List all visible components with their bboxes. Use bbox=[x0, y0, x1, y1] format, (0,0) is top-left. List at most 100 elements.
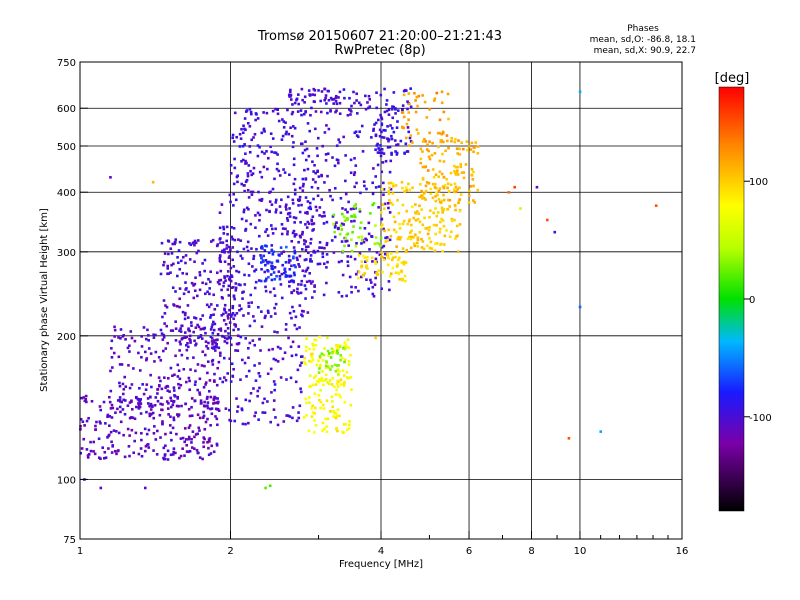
scatter-point bbox=[247, 262, 251, 266]
scatter-point bbox=[194, 380, 197, 384]
scatter-point bbox=[177, 404, 180, 408]
scatter-point bbox=[294, 353, 298, 357]
scatter-point bbox=[252, 254, 256, 258]
scatter-point bbox=[212, 339, 216, 342]
scatter-point bbox=[396, 109, 400, 112]
scatter-point bbox=[223, 248, 226, 251]
scatter-point bbox=[234, 282, 238, 285]
scatter-point bbox=[406, 237, 410, 240]
scatter-point bbox=[341, 212, 344, 216]
scatter-point bbox=[318, 246, 321, 249]
scatter-point bbox=[83, 424, 86, 427]
scatter-point bbox=[245, 219, 248, 223]
scatter-point bbox=[343, 347, 347, 351]
scatter-point bbox=[303, 242, 306, 246]
scatter-point bbox=[280, 296, 284, 300]
scatter-point bbox=[284, 260, 288, 264]
scatter-point bbox=[378, 128, 382, 132]
scatter-point bbox=[158, 384, 161, 388]
scatter-point bbox=[368, 97, 372, 101]
scatter-point bbox=[135, 396, 138, 400]
scatter-point bbox=[308, 359, 311, 363]
scatter-point bbox=[80, 396, 84, 400]
scatter-point bbox=[389, 201, 393, 205]
scatter-point bbox=[183, 336, 186, 340]
scatter-point bbox=[305, 268, 309, 272]
scatter-point bbox=[133, 417, 137, 421]
scatter-point bbox=[407, 182, 410, 186]
scatter-point bbox=[310, 360, 313, 364]
scatter-point bbox=[247, 369, 251, 373]
scatter-point bbox=[218, 226, 222, 230]
scatter-point bbox=[231, 285, 235, 289]
scatter-point bbox=[146, 443, 150, 446]
scatter-point bbox=[203, 437, 206, 441]
scatter-point bbox=[201, 327, 205, 331]
scatter-point bbox=[380, 217, 383, 221]
scatter-point bbox=[410, 205, 414, 209]
scatter-point bbox=[187, 376, 191, 380]
y-tick-label: 750 bbox=[57, 58, 76, 69]
scatter-point bbox=[358, 252, 362, 255]
scatter-point bbox=[162, 349, 165, 353]
scatter-point bbox=[179, 383, 183, 387]
scatter-point bbox=[118, 381, 121, 385]
scatter-point bbox=[132, 451, 136, 455]
scatter-point bbox=[233, 297, 236, 301]
scatter-point bbox=[354, 130, 358, 134]
scatter-point bbox=[331, 156, 334, 159]
scatter-point bbox=[454, 237, 457, 240]
scatter-point bbox=[258, 213, 262, 217]
scatter-point bbox=[149, 405, 152, 408]
scatter-point bbox=[295, 98, 298, 102]
scatter-point bbox=[382, 136, 386, 139]
scatter-point bbox=[350, 104, 353, 108]
scatter-point bbox=[402, 115, 406, 119]
scatter-point bbox=[392, 130, 396, 134]
scatter-point bbox=[397, 211, 401, 215]
scatter-point bbox=[292, 216, 296, 219]
scatter-point bbox=[441, 219, 445, 222]
scatter-point bbox=[216, 366, 219, 370]
scatter-point bbox=[350, 249, 354, 253]
scatter-point bbox=[112, 351, 116, 355]
scatter-point bbox=[442, 208, 446, 211]
scatter-point bbox=[248, 145, 252, 148]
scatter-point bbox=[184, 281, 187, 284]
scatter-point bbox=[228, 278, 232, 282]
scatter-point bbox=[303, 101, 306, 104]
scatter-point bbox=[169, 247, 173, 251]
colorbar-tick-label: 100 bbox=[749, 177, 768, 188]
scatter-point bbox=[145, 357, 149, 360]
scatter-point bbox=[193, 243, 196, 247]
scatter-point bbox=[165, 384, 169, 388]
scatter-point bbox=[93, 452, 97, 456]
scatter-point bbox=[296, 198, 300, 202]
scatter-point bbox=[360, 235, 364, 238]
scatter-point bbox=[278, 275, 282, 278]
scatter-point bbox=[322, 222, 326, 225]
scatter-point bbox=[178, 267, 182, 271]
scatter-point bbox=[371, 285, 375, 289]
scatter-point bbox=[338, 112, 342, 116]
scatter-point bbox=[350, 290, 353, 294]
scatter-point bbox=[269, 190, 272, 194]
scatter-point bbox=[412, 216, 416, 220]
scatter-point bbox=[120, 363, 124, 366]
scatter-point bbox=[344, 422, 348, 426]
scatter-point bbox=[451, 219, 454, 223]
scatter-point bbox=[198, 416, 202, 420]
scatter-point bbox=[408, 102, 411, 106]
scatter-point bbox=[104, 422, 107, 425]
scatter-point bbox=[389, 181, 393, 185]
scatter-point bbox=[413, 233, 417, 236]
scatter-point bbox=[442, 193, 445, 197]
scatter-point bbox=[288, 215, 292, 218]
scatter-point bbox=[437, 145, 440, 149]
scatter-point bbox=[228, 254, 232, 258]
scatter-point bbox=[171, 242, 175, 246]
scatter-point bbox=[349, 171, 353, 175]
scatter-point bbox=[277, 119, 281, 123]
scatter-point bbox=[470, 173, 473, 177]
